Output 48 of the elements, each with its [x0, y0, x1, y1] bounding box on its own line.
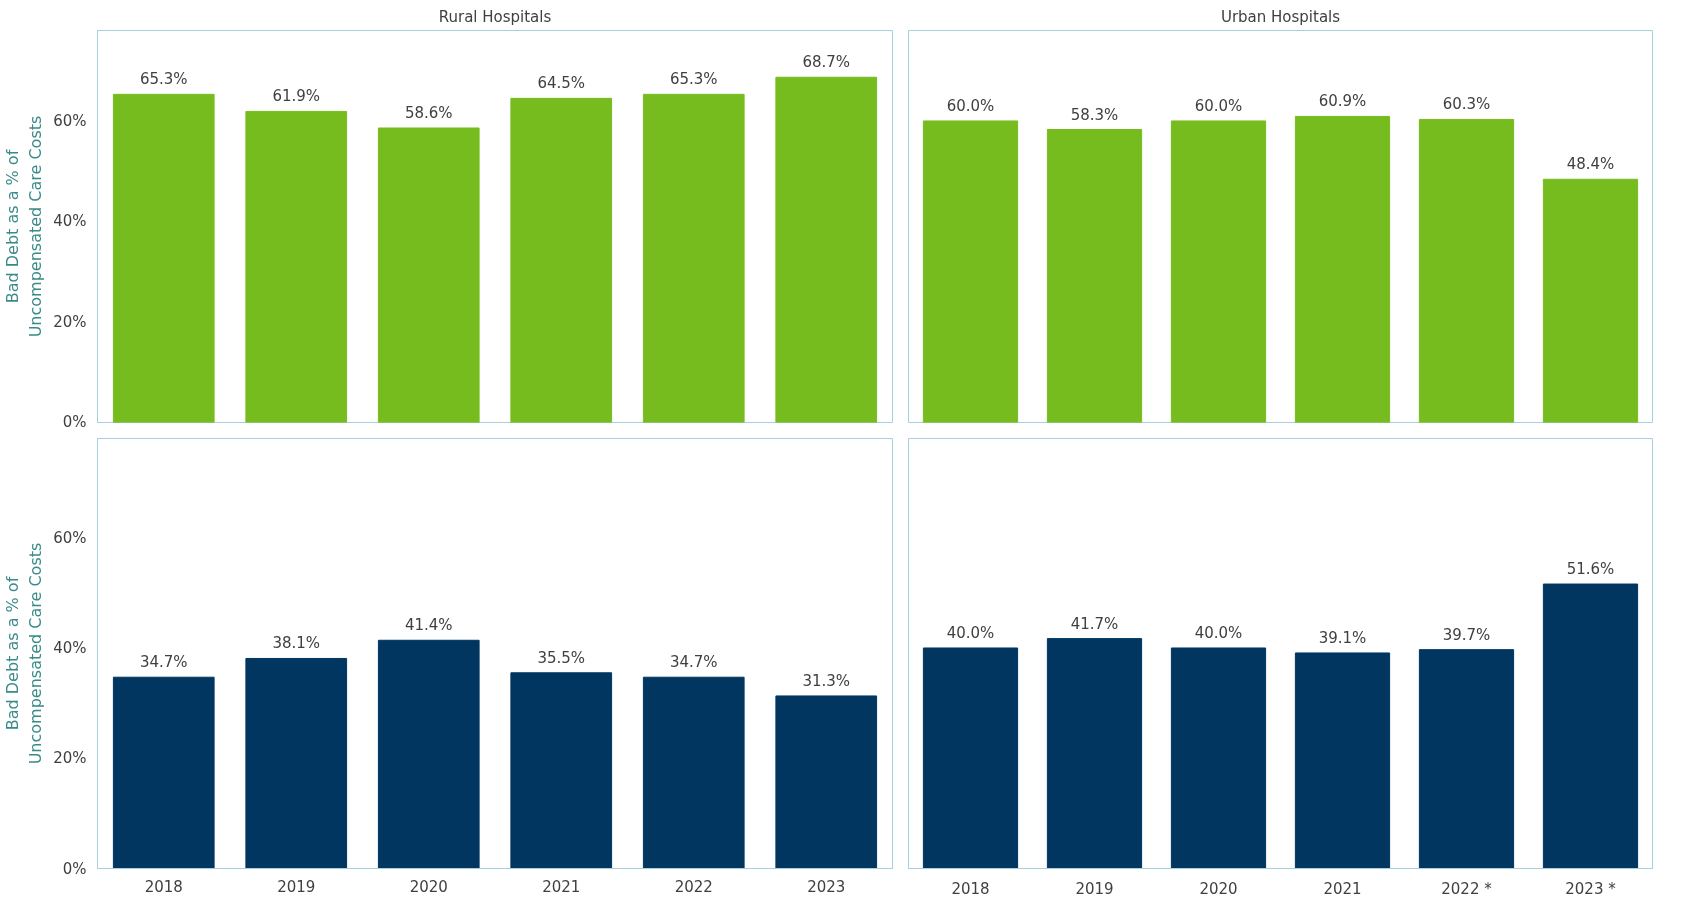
data-label: 61.9% — [272, 87, 321, 106]
x-tick-label: 2019 — [1075, 879, 1114, 898]
chart-title: Rural Hospitals — [438, 7, 552, 26]
data-label: 48.4% — [1566, 155, 1615, 174]
data-label: 31.3% — [802, 671, 851, 690]
x-tick-label: 2022 * — [1441, 879, 1493, 898]
data-label: 58.3% — [1070, 105, 1119, 124]
data-label: 51.6% — [1566, 560, 1615, 579]
data-label: 65.3% — [139, 70, 188, 89]
y-tick-label: 0% — [62, 859, 87, 878]
chart-title: Urban Hospitals — [1220, 7, 1341, 26]
data-label: 60.9% — [1318, 92, 1367, 111]
data-label: 60.0% — [946, 96, 995, 115]
y-tick-label: 20% — [53, 312, 87, 331]
data-label: 60.3% — [1442, 95, 1491, 114]
x-tick-label: 2022 — [674, 877, 713, 896]
data-label: 60.0% — [1194, 96, 1243, 115]
y-axis-title: Bad Debt as a % of Uncompensated Care Costs — [3, 115, 46, 338]
data-label: 39.1% — [1318, 628, 1367, 647]
x-tick-label: 2023 — [807, 877, 846, 896]
data-label: 40.0% — [1194, 623, 1243, 642]
data-label: 64.5% — [537, 74, 586, 93]
x-tick-label: 2021 — [1323, 879, 1362, 898]
data-label: 40.0% — [946, 623, 995, 642]
data-label: 35.5% — [537, 648, 586, 667]
y-tick-label: 20% — [53, 749, 87, 768]
data-label: 34.7% — [669, 653, 718, 672]
data-label: 65.3% — [669, 70, 718, 89]
y-tick-label: 0% — [62, 412, 87, 431]
y-tick-label: 40% — [53, 212, 87, 231]
data-label: 58.6% — [404, 104, 453, 122]
y-axis-title: Bad Debt as a % of Uncompensated Care Costs — [3, 542, 46, 765]
y-tick-label: 40% — [53, 638, 87, 657]
data-label: 39.7% — [1442, 625, 1491, 644]
x-tick-label: 2023 * — [1565, 879, 1617, 898]
data-label: 38.1% — [272, 634, 321, 653]
x-tick-label: 2021 — [542, 877, 581, 896]
y-tick-label: 60% — [53, 528, 87, 547]
x-tick-label: 2018 — [951, 879, 990, 898]
y-tick-label: 60% — [53, 111, 87, 130]
x-tick-label: 2020 — [1199, 879, 1238, 898]
x-tick-label: 2018 — [144, 877, 183, 896]
data-label: 34.7% — [139, 653, 188, 672]
data-label: 41.4% — [404, 616, 453, 635]
data-label: 41.7% — [1070, 614, 1119, 633]
data-label: 68.7% — [802, 53, 851, 72]
x-tick-label: 2020 — [409, 877, 448, 896]
x-tick-label: 2019 — [277, 877, 316, 896]
